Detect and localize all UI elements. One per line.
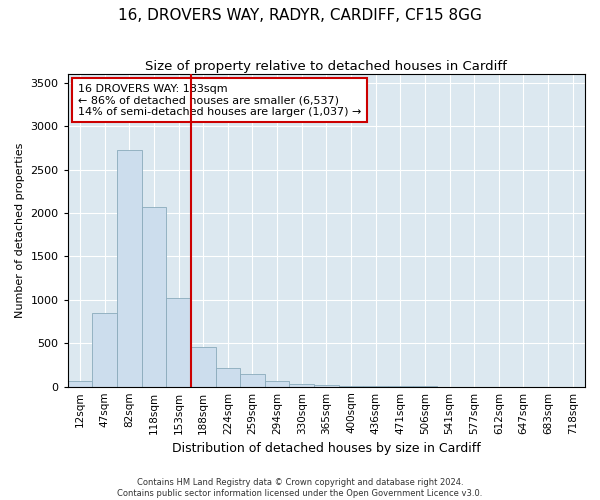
- Bar: [117, 150, 142, 386]
- Bar: [142, 206, 166, 386]
- Bar: [265, 382, 289, 386]
- Bar: [92, 313, 117, 386]
- Bar: [215, 368, 240, 386]
- Bar: [191, 346, 215, 387]
- Bar: [314, 385, 338, 386]
- Bar: [166, 298, 191, 386]
- Title: Size of property relative to detached houses in Cardiff: Size of property relative to detached ho…: [145, 60, 507, 73]
- Text: 16, DROVERS WAY, RADYR, CARDIFF, CF15 8GG: 16, DROVERS WAY, RADYR, CARDIFF, CF15 8G…: [118, 8, 482, 22]
- Bar: [68, 382, 92, 386]
- Text: Contains HM Land Registry data © Crown copyright and database right 2024.
Contai: Contains HM Land Registry data © Crown c…: [118, 478, 482, 498]
- Bar: [289, 384, 314, 386]
- Y-axis label: Number of detached properties: Number of detached properties: [15, 142, 25, 318]
- Text: 16 DROVERS WAY: 183sqm
← 86% of detached houses are smaller (6,537)
14% of semi-: 16 DROVERS WAY: 183sqm ← 86% of detached…: [78, 84, 361, 116]
- Bar: [240, 374, 265, 386]
- X-axis label: Distribution of detached houses by size in Cardiff: Distribution of detached houses by size …: [172, 442, 481, 455]
